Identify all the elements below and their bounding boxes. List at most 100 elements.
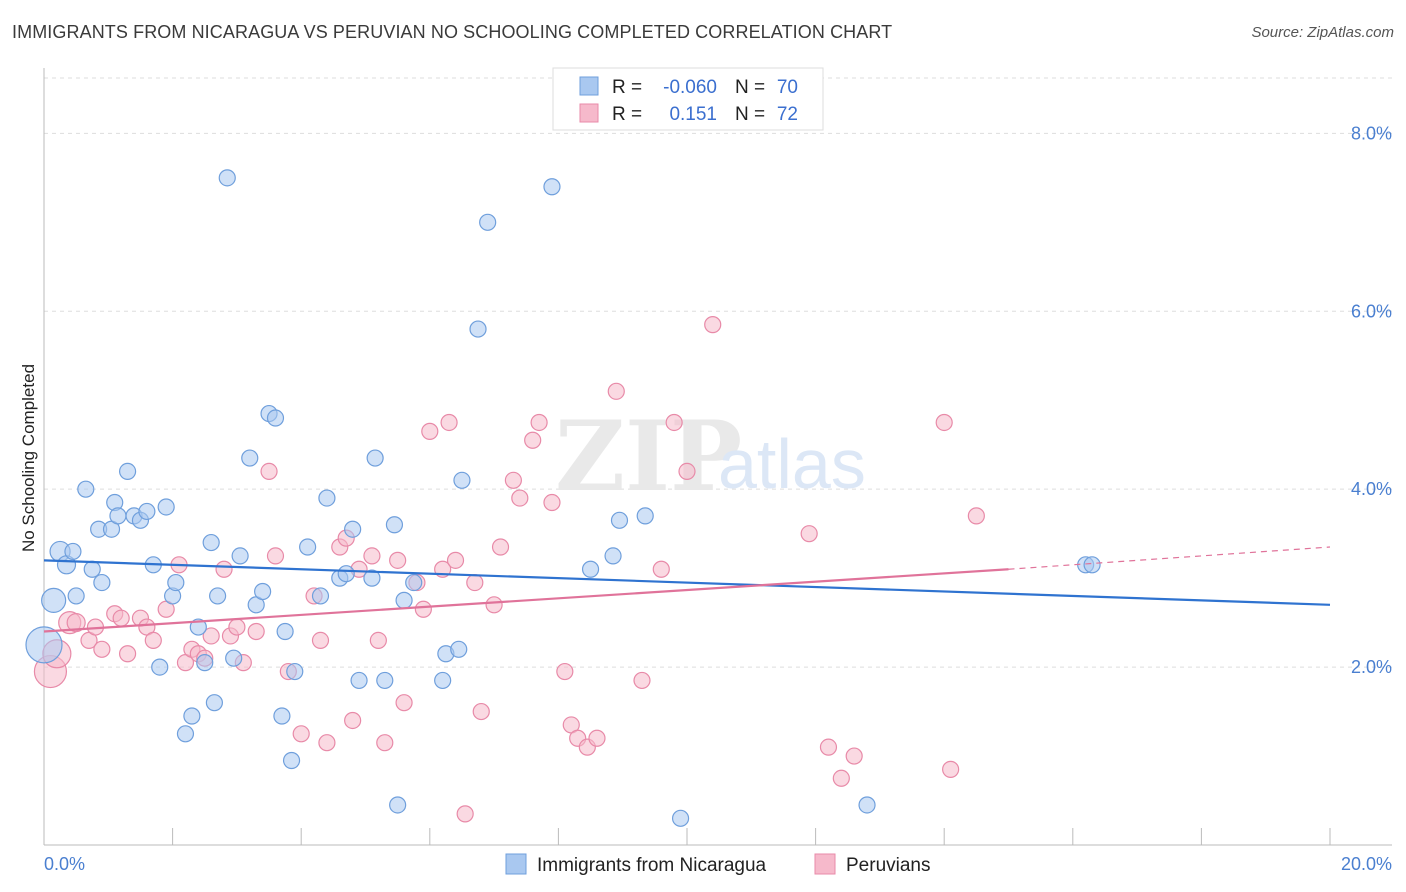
data-point (511, 489, 529, 507)
data-point (363, 569, 381, 587)
data-point (440, 413, 458, 432)
data-point (453, 471, 471, 489)
data-point (266, 547, 285, 565)
legend-n-value-pink: 72 (777, 104, 798, 125)
data-point (318, 489, 336, 507)
data-point (225, 649, 243, 667)
data-point (318, 734, 336, 752)
data-point (151, 658, 169, 676)
data-point (273, 707, 291, 725)
data-point (118, 462, 137, 480)
x-axis-ticks (43, 828, 1331, 845)
data-point (77, 480, 95, 498)
legend-label-nicaragua: Immigrants from Nicaragua (537, 855, 767, 876)
data-point (337, 565, 355, 583)
data-point (25, 626, 63, 664)
data-point (543, 493, 561, 512)
data-point (543, 178, 561, 196)
data-point (376, 671, 394, 690)
data-point (434, 671, 452, 690)
watermark-atlas: atlas (718, 425, 866, 503)
data-point (282, 751, 301, 770)
data-point (286, 662, 304, 681)
legend-r-value-blue: -0.060 (663, 77, 717, 98)
data-point (41, 587, 67, 613)
data-point (504, 471, 522, 489)
data-point (228, 618, 246, 636)
data-point (67, 587, 85, 605)
data-point (196, 654, 214, 672)
data-point (389, 796, 407, 814)
data-point (610, 511, 629, 529)
data-point (292, 725, 310, 743)
data-point (456, 805, 474, 823)
legend-swatch-pink (579, 103, 599, 123)
data-point (485, 596, 503, 614)
data-point (276, 622, 294, 641)
data-point (218, 169, 236, 187)
data-point (205, 694, 223, 712)
data-point (450, 640, 468, 658)
y-tick-label: 2.0% (1351, 657, 1392, 677)
data-point (636, 507, 654, 525)
data-point (385, 516, 404, 534)
y-tick-label: 6.0% (1351, 301, 1392, 321)
data-point (202, 533, 220, 552)
data-point (311, 587, 330, 605)
series-nicaragua (25, 169, 1101, 827)
data-point (414, 600, 432, 618)
data-point (704, 316, 722, 334)
data-point (189, 618, 207, 636)
data-point (109, 507, 127, 525)
data-point (633, 671, 651, 690)
data-point (678, 462, 696, 480)
data-point (138, 502, 156, 521)
data-point (421, 422, 439, 440)
legend-r-value-pink: 0.151 (669, 104, 717, 125)
legend-n-value-blue: 70 (777, 77, 798, 98)
data-point (832, 769, 850, 787)
data-point (64, 542, 82, 561)
chart-source: Source: ZipAtlas.com (1251, 24, 1394, 41)
data-point (176, 725, 195, 743)
trend-line-nicaragua (43, 559, 1331, 606)
x-tick-label-min: 0.0% (44, 854, 85, 874)
data-point (83, 560, 101, 578)
data-point (942, 760, 960, 778)
trend-lines (43, 546, 1331, 633)
data-point (472, 702, 490, 721)
data-point (665, 413, 683, 432)
series-peruvians (33, 316, 985, 823)
legend-swatch-blue (579, 76, 599, 96)
data-point (376, 734, 394, 752)
data-point (144, 631, 162, 650)
y-tick-label: 8.0% (1351, 123, 1392, 143)
watermark-zip: ZIP (555, 400, 742, 513)
data-point (183, 707, 201, 725)
data-point (215, 560, 233, 578)
data-point (112, 609, 130, 627)
data-point (363, 547, 381, 565)
data-point (157, 498, 175, 516)
data-point (588, 729, 606, 747)
data-point (260, 462, 278, 480)
trend-line-peruvians-extension (1008, 546, 1331, 570)
data-point (800, 525, 818, 543)
data-point (446, 551, 465, 569)
data-point (395, 694, 413, 712)
legend-swatch-peruvians (814, 853, 836, 875)
grid-lines (44, 77, 1392, 668)
legend-n-label-pink: N = (735, 104, 765, 125)
y-axis-label: No Schooling Completed (19, 364, 38, 552)
data-point (858, 796, 876, 814)
data-point (299, 538, 317, 556)
data-point (469, 320, 487, 338)
data-point (93, 573, 111, 592)
legend-label-peruvians: Peruvians (846, 855, 931, 876)
data-point (202, 627, 220, 645)
data-point (581, 560, 600, 578)
data-point (241, 449, 259, 467)
series-legend: Immigrants from Nicaragua Peruvians (505, 853, 931, 876)
data-point (819, 738, 838, 756)
